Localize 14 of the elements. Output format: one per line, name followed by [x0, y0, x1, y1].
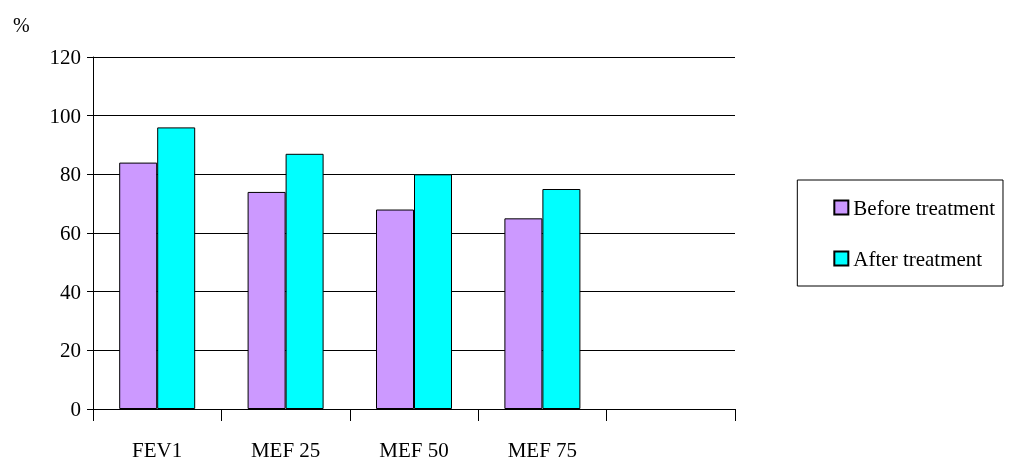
x-tick-label: MEF 25 — [250, 437, 321, 462]
y-tick-label: 120 — [49, 45, 81, 69]
x-tick-label: MEF 75 — [507, 437, 578, 462]
x-tick-label: FEV1 — [132, 437, 183, 462]
y-tick-label: 60 — [60, 221, 81, 245]
y-tick-label: 80 — [60, 162, 81, 187]
y-tick-label: 0 — [70, 397, 81, 421]
legend-label: After treatment — [853, 246, 983, 271]
y-tick-label: 40 — [60, 279, 81, 304]
y-tick-label: 100 — [49, 103, 81, 128]
x-tick-label: MEF 50 — [379, 437, 449, 462]
y-axis-title: % — [13, 14, 30, 36]
legend-label: Before treatment — [853, 195, 996, 220]
y-tick-label: 20 — [60, 338, 81, 363]
